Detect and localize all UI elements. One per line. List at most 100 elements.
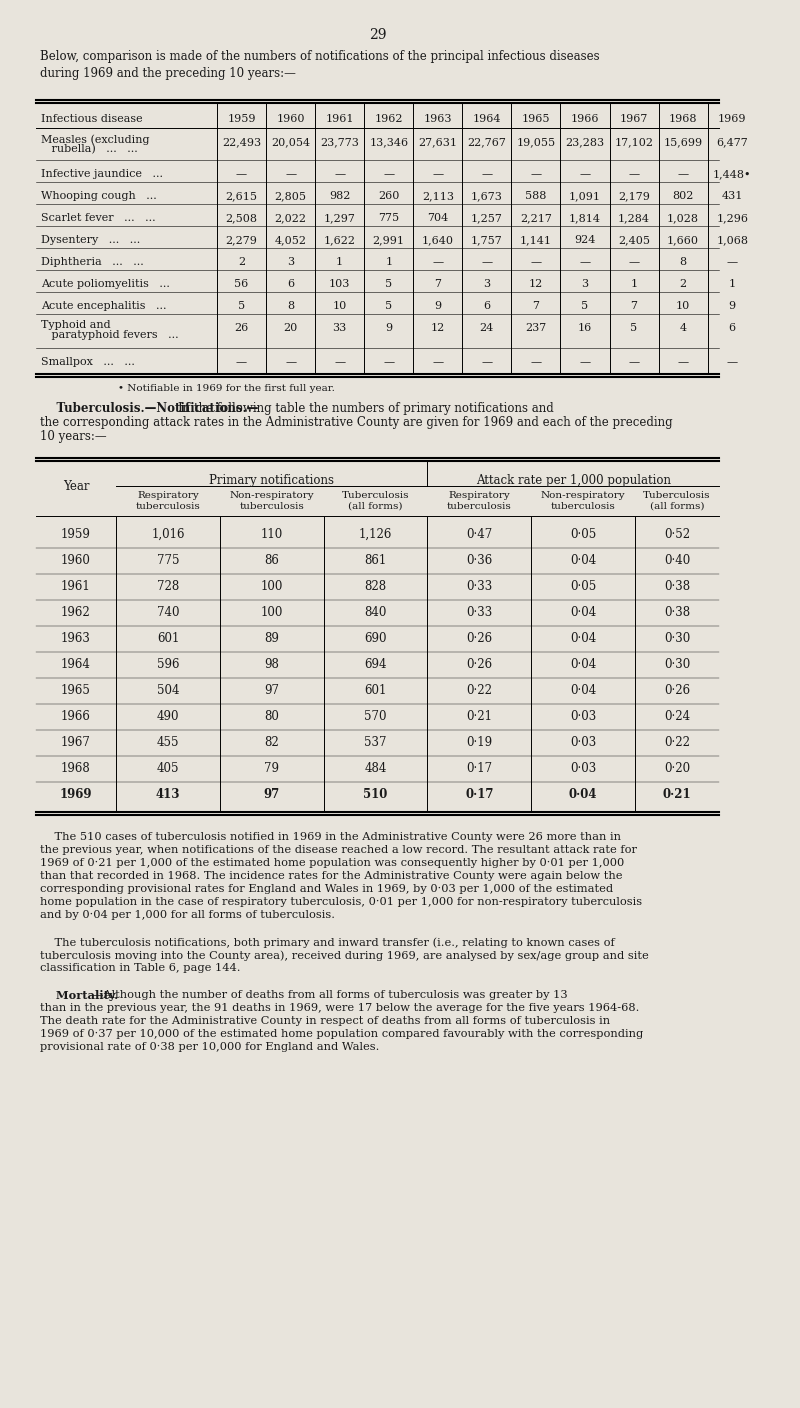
Text: 405: 405 [157, 762, 179, 774]
Text: 6: 6 [729, 322, 736, 334]
Text: 4: 4 [679, 322, 686, 334]
Text: Smallpox   ...   ...: Smallpox ... ... [41, 358, 134, 367]
Text: 23,773: 23,773 [320, 137, 359, 146]
Text: 0·04: 0·04 [570, 553, 596, 567]
Text: 775: 775 [157, 553, 179, 567]
Text: —: — [530, 258, 542, 268]
Text: 12: 12 [529, 279, 543, 289]
Text: —: — [432, 169, 443, 179]
Text: 5: 5 [630, 322, 638, 334]
Text: home population in the case of respiratory tuberculosis, 0·01 per 1,000 for non-: home population in the case of respirato… [40, 897, 642, 907]
Text: 3: 3 [582, 279, 589, 289]
Text: Primary notifications: Primary notifications [210, 474, 334, 487]
Text: 2,615: 2,615 [226, 191, 258, 201]
Text: 10: 10 [333, 301, 346, 311]
Text: 455: 455 [157, 736, 179, 749]
Text: 2,991: 2,991 [373, 235, 405, 245]
Text: 1966: 1966 [570, 114, 599, 124]
Text: 0·04: 0·04 [570, 658, 596, 672]
Text: 0·26: 0·26 [664, 684, 690, 697]
Text: 0·03: 0·03 [570, 710, 596, 722]
Text: 1961: 1961 [326, 114, 354, 124]
Text: 6: 6 [287, 279, 294, 289]
Text: —: — [432, 358, 443, 367]
Text: and by 0·04 per 1,000 for all forms of tuberculosis.: and by 0·04 per 1,000 for all forms of t… [40, 910, 334, 919]
Text: 2,279: 2,279 [226, 235, 258, 245]
Text: —Although the number of deaths from all forms of tuberculosis was greater by 13: —Although the number of deaths from all … [91, 990, 567, 1000]
Text: —: — [629, 169, 640, 179]
Text: 0·38: 0·38 [664, 580, 690, 593]
Text: 0·05: 0·05 [570, 580, 596, 593]
Text: 103: 103 [329, 279, 350, 289]
Text: 1962: 1962 [61, 605, 91, 620]
Text: 29: 29 [369, 28, 386, 42]
Text: 9: 9 [729, 301, 736, 311]
Text: —: — [579, 258, 590, 268]
Text: 0·38: 0·38 [664, 605, 690, 620]
Text: 740: 740 [157, 605, 179, 620]
Text: 17,102: 17,102 [614, 137, 654, 146]
Text: Non-respiratory: Non-respiratory [541, 491, 626, 500]
Text: 1,284: 1,284 [618, 213, 650, 222]
Text: 1,016: 1,016 [151, 528, 185, 541]
Text: 7: 7 [533, 301, 539, 311]
Text: 1: 1 [630, 279, 638, 289]
Text: 1,814: 1,814 [569, 213, 601, 222]
Text: —: — [629, 258, 640, 268]
Text: 0·03: 0·03 [570, 762, 596, 774]
Text: 2,179: 2,179 [618, 191, 650, 201]
Text: The tuberculosis notifications, both primary and inward transfer (i.e., relating: The tuberculosis notifications, both pri… [40, 936, 614, 948]
Text: 1: 1 [385, 258, 392, 268]
Text: Acute encephalitis   ...: Acute encephalitis ... [41, 301, 166, 311]
Text: Tuberculosis.—Notifications.—: Tuberculosis.—Notifications.— [40, 403, 258, 415]
Text: 0·04: 0·04 [570, 632, 596, 645]
Text: 690: 690 [364, 632, 386, 645]
Text: 1967: 1967 [620, 114, 648, 124]
Text: 0·03: 0·03 [570, 736, 596, 749]
Text: 56: 56 [234, 279, 249, 289]
Text: 5: 5 [582, 301, 589, 311]
Text: 110: 110 [261, 528, 283, 541]
Text: 20: 20 [283, 322, 298, 334]
Text: 982: 982 [329, 191, 350, 201]
Text: 0·40: 0·40 [664, 553, 690, 567]
Text: The death rate for the Administrative County in respect of deaths from all forms: The death rate for the Administrative Co… [40, 1017, 610, 1026]
Text: 1: 1 [336, 258, 343, 268]
Text: Diphtheria   ...   ...: Diphtheria ... ... [41, 258, 143, 268]
Text: 1,028: 1,028 [667, 213, 699, 222]
Text: the previous year, when notifications of the disease reached a low record. The r: the previous year, when notifications of… [40, 845, 637, 855]
Text: —: — [678, 358, 689, 367]
Text: 1963: 1963 [61, 632, 91, 645]
Text: 2: 2 [679, 279, 686, 289]
Text: In the following table the numbers of primary notifications and: In the following table the numbers of pr… [178, 403, 554, 415]
Text: 3: 3 [483, 279, 490, 289]
Text: 2,405: 2,405 [618, 235, 650, 245]
Text: 0·24: 0·24 [664, 710, 690, 722]
Text: Below, comparison is made of the numbers of notifications of the principal infec: Below, comparison is made of the numbers… [40, 51, 599, 80]
Text: 1,296: 1,296 [716, 213, 748, 222]
Text: 596: 596 [157, 658, 179, 672]
Text: 2,113: 2,113 [422, 191, 454, 201]
Text: 22,767: 22,767 [467, 137, 506, 146]
Text: 15,699: 15,699 [663, 137, 702, 146]
Text: 0·04: 0·04 [569, 788, 598, 801]
Text: 490: 490 [157, 710, 179, 722]
Text: 1963: 1963 [423, 114, 452, 124]
Text: than in the previous year, the 91 deaths in 1969, were 17 below the average for : than in the previous year, the 91 deaths… [40, 1002, 639, 1012]
Text: 0·36: 0·36 [466, 553, 493, 567]
Text: 13,346: 13,346 [369, 137, 408, 146]
Text: 2,022: 2,022 [274, 213, 306, 222]
Text: 86: 86 [264, 553, 279, 567]
Text: 1959: 1959 [227, 114, 256, 124]
Text: 1968: 1968 [669, 114, 698, 124]
Text: 80: 80 [264, 710, 279, 722]
Text: 1,622: 1,622 [324, 235, 356, 245]
Text: provisional rate of 0·38 per 10,000 for England and Wales.: provisional rate of 0·38 per 10,000 for … [40, 1042, 379, 1052]
Text: 1969 of 0·21 per 1,000 of the estimated home population was consequently higher : 1969 of 0·21 per 1,000 of the estimated … [40, 857, 624, 867]
Text: 5: 5 [385, 301, 392, 311]
Text: 0·30: 0·30 [664, 632, 690, 645]
Text: Respiratory: Respiratory [449, 491, 510, 500]
Text: 1,660: 1,660 [667, 235, 699, 245]
Text: 12: 12 [430, 322, 445, 334]
Text: 9: 9 [434, 301, 442, 311]
